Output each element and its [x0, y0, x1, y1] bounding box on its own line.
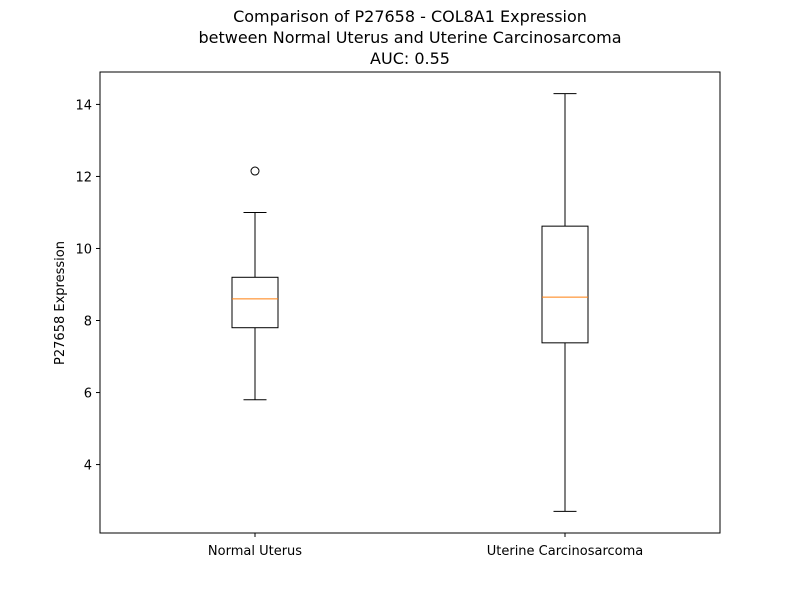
- y-tick-label: 14: [75, 98, 92, 113]
- y-tick-label: 10: [75, 242, 92, 257]
- plot-area: 4 6 8 10 12 14 Normal Uterus Uterine Carcinosar…: [75, 93, 644, 559]
- chart-title-line-1: Comparison of P27658 - COL8A1 Expression: [233, 7, 587, 26]
- y-tick-label: 12: [75, 170, 92, 185]
- box-iqr: [231, 276, 279, 329]
- x-tick-label: Normal Uterus: [208, 544, 302, 559]
- y-tick-label: 4: [84, 459, 92, 474]
- axes-frame: [99, 71, 721, 534]
- chart-title-line-3: AUC: 0.55: [370, 49, 450, 68]
- x-tick-label: Uterine Carcinosarcoma: [487, 544, 644, 559]
- box-iqr: [541, 225, 589, 344]
- y-tick-label: 6: [84, 387, 92, 402]
- outlier-point: [250, 166, 260, 176]
- chart-title-line-2: between Normal Uterus and Uterine Carcin…: [198, 28, 621, 47]
- y-axis-label: P27658 Expression: [53, 241, 68, 365]
- y-tick-label: 8: [84, 315, 92, 330]
